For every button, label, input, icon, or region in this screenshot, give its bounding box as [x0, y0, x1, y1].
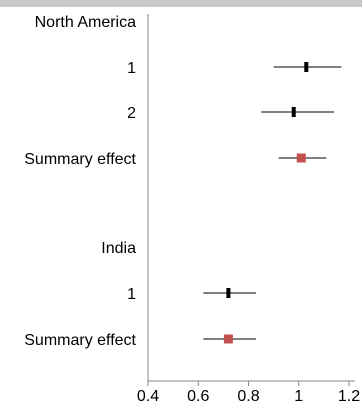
study-label: 2 [127, 105, 136, 122]
x-tick-label: 0.8 [237, 388, 259, 405]
group-label: North America [35, 14, 136, 31]
study-marker [291, 107, 296, 117]
study-label: 1 [127, 286, 136, 303]
x-tick-label: 1.2 [338, 388, 360, 405]
summary-label: Summary effect [24, 151, 136, 168]
study-marker [304, 62, 309, 72]
x-tick-label: 0.6 [187, 388, 209, 405]
x-tick-label: 1 [294, 388, 303, 405]
study-marker [226, 288, 231, 298]
window-top-bar [0, 0, 362, 7]
summary-marker [296, 153, 306, 163]
group-label: India [101, 240, 136, 257]
summary-label: Summary effect [24, 332, 136, 349]
x-tick-label: 0.4 [137, 388, 159, 405]
summary-marker [223, 334, 233, 344]
study-label: 1 [127, 60, 136, 77]
